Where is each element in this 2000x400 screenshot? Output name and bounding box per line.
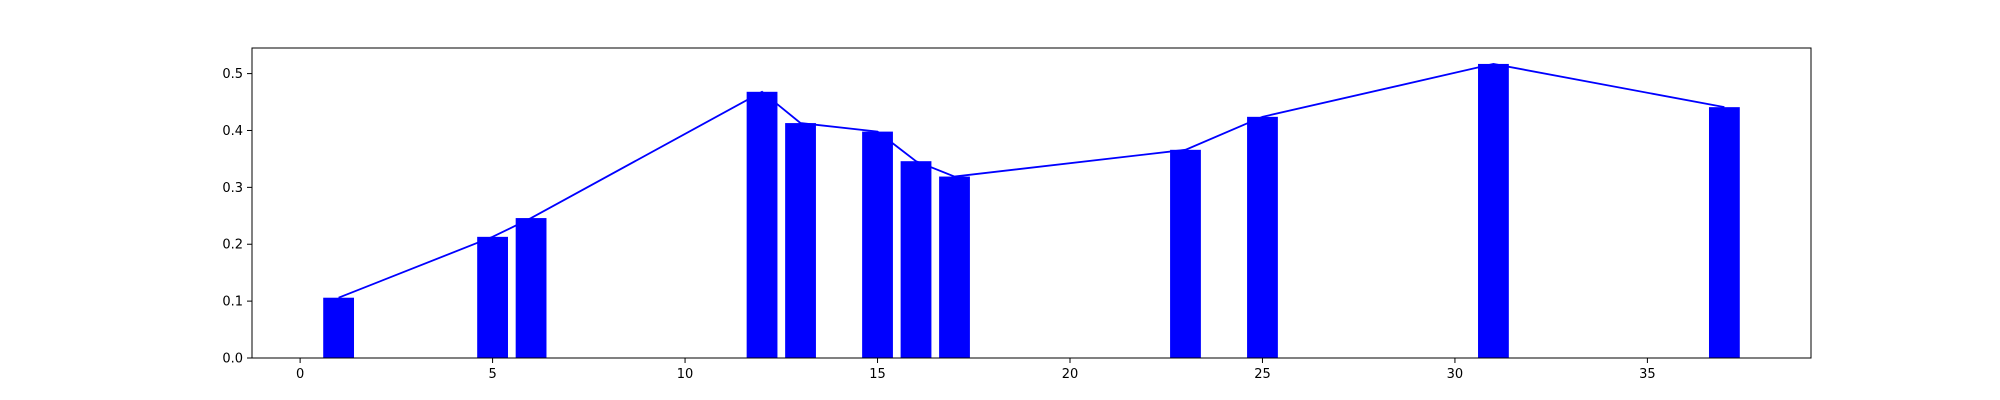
x-tick-label: 10: [677, 367, 694, 382]
x-tick-label: 20: [1062, 367, 1079, 382]
x-tick-label: 25: [1254, 367, 1271, 382]
bar: [1247, 117, 1278, 358]
x-tick-label: 0: [296, 367, 304, 382]
bar: [1478, 64, 1509, 358]
bar: [1170, 150, 1201, 358]
y-tick-label: 0.5: [222, 67, 243, 82]
y-tick-label: 0.4: [222, 124, 243, 139]
bar: [516, 218, 547, 358]
x-tick-label: 5: [488, 367, 496, 382]
bar: [747, 92, 778, 358]
bar: [477, 237, 508, 358]
bar: [785, 123, 816, 358]
x-tick-label: 35: [1639, 367, 1656, 382]
bar: [862, 132, 893, 358]
y-tick-label: 0.2: [222, 238, 243, 253]
y-tick-label: 0.0: [222, 352, 243, 367]
y-tick-label: 0.3: [222, 181, 243, 196]
bar: [939, 177, 970, 358]
y-tick-label: 0.1: [222, 295, 243, 310]
bar: [1709, 107, 1740, 358]
x-tick-label: 15: [869, 367, 886, 382]
x-tick-label: 30: [1447, 367, 1464, 382]
bar: [323, 298, 354, 358]
bar: [901, 161, 932, 358]
